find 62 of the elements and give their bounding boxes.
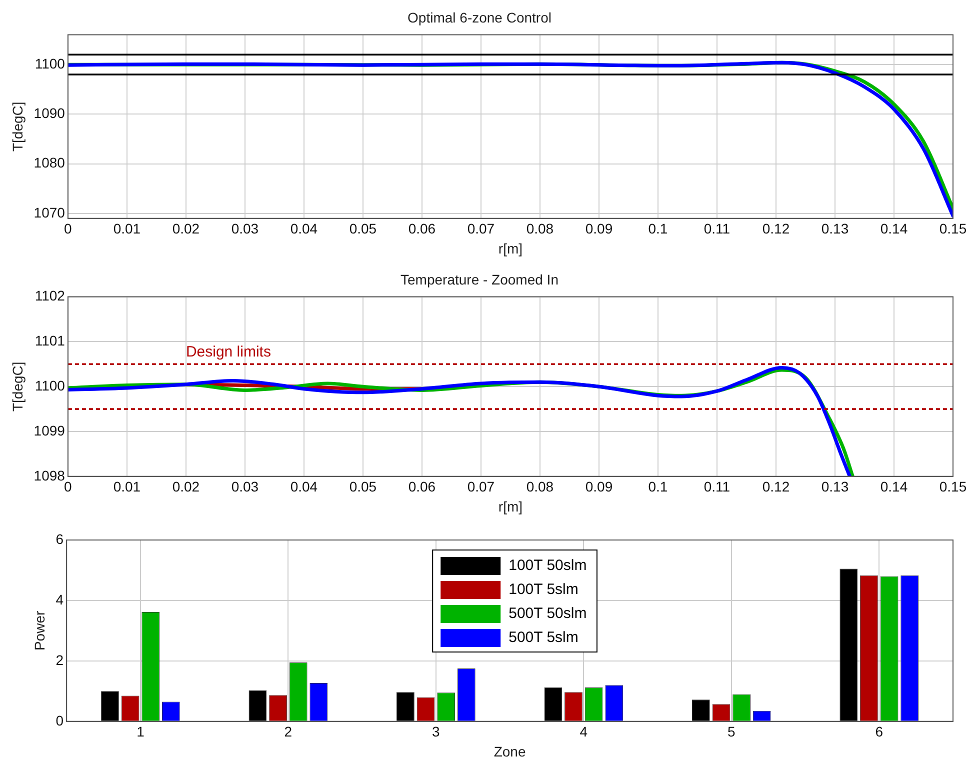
y-axis-title: Power xyxy=(31,610,48,651)
chart-title: Temperature - Zoomed In xyxy=(400,271,558,288)
x-tick-label: 0.05 xyxy=(349,220,377,237)
y-tick-label: 1099 xyxy=(34,422,66,438)
x-tick-label: 5 xyxy=(728,724,736,740)
x-tick-label: 3 xyxy=(432,724,440,740)
legend-label: 500T 50slm xyxy=(508,605,587,622)
x-tick-label: 0.09 xyxy=(585,478,613,495)
x-tick-label: 0.04 xyxy=(290,220,318,237)
x-tick-label: 0.06 xyxy=(408,220,436,237)
y-tick-label: 1102 xyxy=(34,288,66,304)
x-tick-label: 0.08 xyxy=(526,220,554,237)
y-tick-label: 1070 xyxy=(34,204,66,220)
x-tick-label: 0.13 xyxy=(821,478,849,495)
legend-label: 100T 50slm xyxy=(508,557,587,574)
legend-label: 100T 5slm xyxy=(508,581,578,598)
chart-title: Optimal 6-zone Control xyxy=(408,9,552,26)
x-tick-label: 0.12 xyxy=(762,478,790,495)
y-tick-label: 1100 xyxy=(34,377,66,394)
x-tick-label: 0.01 xyxy=(113,220,141,237)
y-tick-label: 4 xyxy=(56,591,64,608)
x-tick-label: 2 xyxy=(284,724,292,740)
x-tick-label: 0.05 xyxy=(349,478,377,495)
x-tick-label: 0.1 xyxy=(648,220,668,237)
x-axis-title: r[m] xyxy=(498,240,523,256)
x-tick-label: 0.09 xyxy=(585,220,613,237)
y-tick-label: 1098 xyxy=(34,467,66,484)
x-tick-label: 0.03 xyxy=(231,478,259,495)
x-tick-label: 0.01 xyxy=(113,478,141,495)
x-tick-label: 0.06 xyxy=(408,478,436,495)
x-axis-title: Zone xyxy=(494,743,526,760)
x-tick-label: 0.11 xyxy=(704,220,730,237)
x-tick-label: 1 xyxy=(136,724,145,740)
x-tick-label: 0.03 xyxy=(231,220,259,237)
x-tick-label: 0.08 xyxy=(526,478,554,495)
y-tick-label: 1100 xyxy=(34,55,66,72)
x-tick-label: 0.02 xyxy=(172,220,200,237)
y-axis-title: T[degC] xyxy=(9,362,26,412)
y-tick-label: 1080 xyxy=(34,154,66,171)
x-tick-label: 0.02 xyxy=(172,478,200,495)
y-tick-label: 0 xyxy=(56,712,64,728)
y-axis-title: T[degC] xyxy=(9,102,26,152)
x-tick-label: 0.04 xyxy=(290,478,318,495)
x-tick-label: 4 xyxy=(580,724,588,740)
legend-label: 500T 5slm xyxy=(508,629,578,646)
y-tick-label: 1090 xyxy=(34,105,66,122)
x-tick-label: 0.07 xyxy=(467,220,495,237)
x-tick-label: 0.15 xyxy=(939,478,967,495)
y-tick-label: 1101 xyxy=(34,332,66,349)
x-tick-label: 0.14 xyxy=(880,478,908,495)
annotation: Design limits xyxy=(186,343,271,360)
x-tick-label: 0.1 xyxy=(648,478,668,495)
y-tick-label: 6 xyxy=(56,530,64,547)
x-tick-label: 0.07 xyxy=(467,478,495,495)
x-tick-label: 0.14 xyxy=(880,220,908,237)
x-tick-label: 0.12 xyxy=(762,220,790,237)
x-tick-label: 6 xyxy=(875,724,884,740)
x-tick-label: 0.15 xyxy=(939,220,967,237)
y-tick-label: 2 xyxy=(56,652,64,668)
x-tick-label: 0.13 xyxy=(821,220,849,237)
x-tick-label: 0.11 xyxy=(704,478,730,495)
x-axis-title: r[m] xyxy=(498,498,523,514)
